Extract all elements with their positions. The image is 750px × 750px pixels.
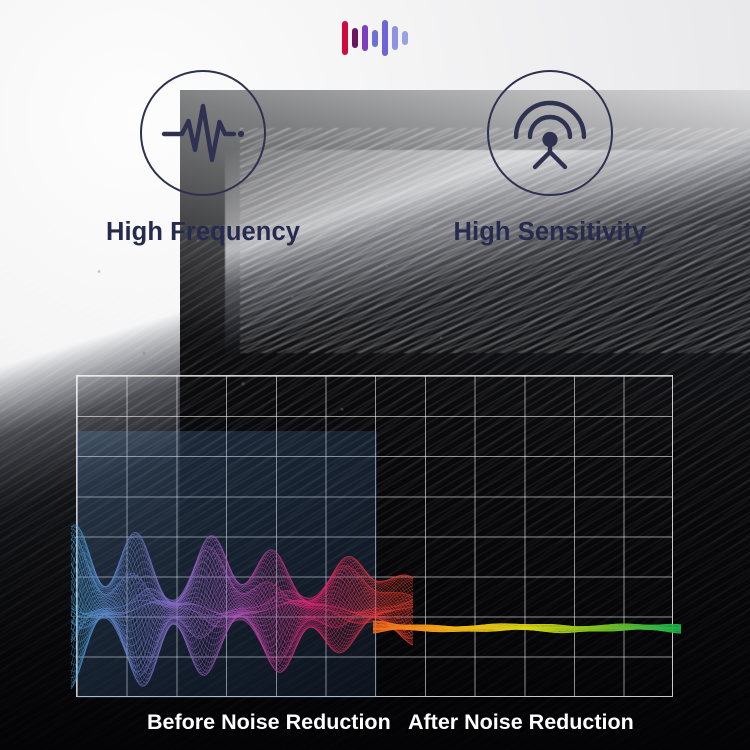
pulse-waveform-icon <box>161 103 245 163</box>
logo-bar-3 <box>362 25 368 51</box>
feature-label-high-frequency: High Frequency <box>105 218 301 246</box>
logo-bar-2 <box>352 28 358 48</box>
grid-lines <box>77 376 672 696</box>
caption-before-noise-reduction: Before Noise Reduction <box>147 710 391 734</box>
waveform-before-noise-reduction <box>70 535 414 676</box>
noise-reduction-comparison-grid <box>70 375 682 698</box>
antenna-signal-icon <box>513 100 587 170</box>
logo-bar-7 <box>402 31 408 45</box>
audio-waveform-logo <box>342 19 408 57</box>
feature-icon-circle-sensitivity <box>487 70 613 196</box>
logo-bar-1 <box>342 21 348 55</box>
logo-bar-5 <box>382 20 388 56</box>
waveform-after-noise-reduction <box>372 623 682 632</box>
feature-label-high-sensitivity: High Sensitivity <box>453 218 647 246</box>
feature-high-frequency: High Frequency <box>53 70 353 247</box>
feature-high-sensitivity: High Sensitivity <box>400 70 700 247</box>
feature-icon-circle-frequency <box>140 70 266 196</box>
logo-bar-6 <box>392 26 398 50</box>
logo-bar-4 <box>372 29 378 47</box>
waveform-visualization <box>70 524 682 690</box>
caption-after-noise-reduction: After Noise Reduction <box>408 710 634 734</box>
photo-wave-crest <box>225 150 750 405</box>
